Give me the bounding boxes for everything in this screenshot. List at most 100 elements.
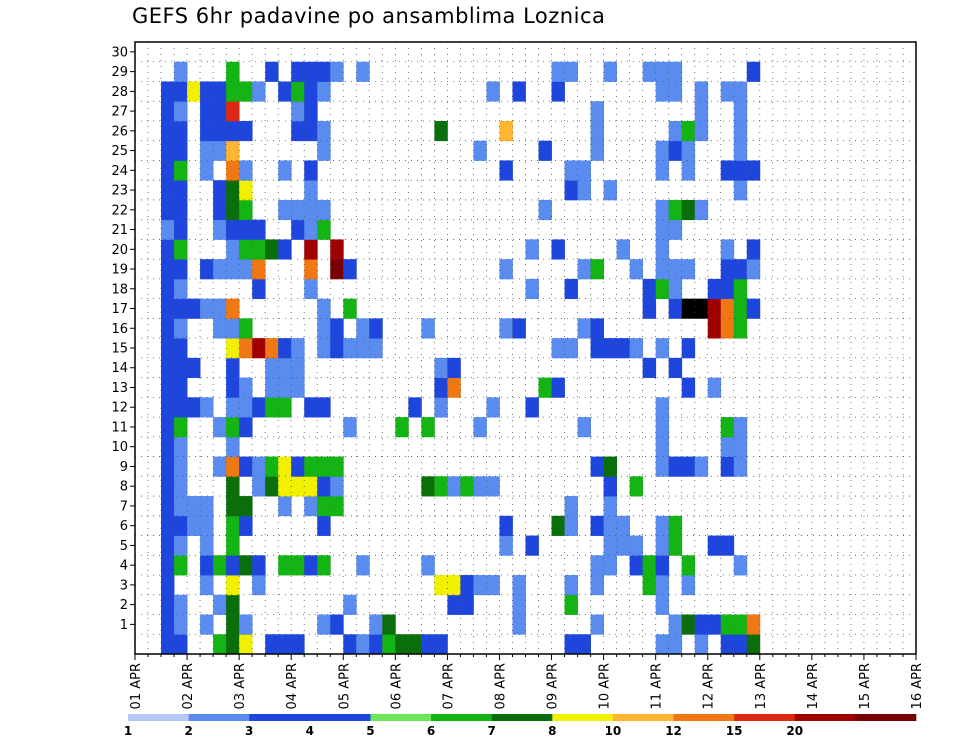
- heatmap-cell: [434, 120, 448, 142]
- y-tick-label: 19: [111, 263, 128, 278]
- heatmap-cell: [681, 456, 696, 477]
- heatmap-cell: [512, 81, 526, 102]
- heatmap-cell: [668, 61, 683, 82]
- heatmap-cell: [213, 140, 227, 161]
- heatmap-cell: [655, 61, 670, 82]
- heatmap-cell: [278, 634, 292, 655]
- heatmap-cell: [161, 357, 175, 379]
- heatmap-cell: [161, 614, 175, 635]
- heatmap-cell: [746, 614, 761, 635]
- heatmap-cell: [239, 219, 253, 240]
- y-tick-label: 16: [111, 322, 128, 337]
- heatmap-cell: [161, 555, 175, 576]
- heatmap-cell: [174, 397, 188, 418]
- heatmap-cell: [174, 61, 188, 82]
- heatmap-cell: [213, 417, 227, 438]
- y-tick-label: 1: [120, 618, 128, 633]
- heatmap-cell: [174, 199, 188, 221]
- heatmap-cell: [317, 219, 331, 240]
- heatmap-cell: [681, 575, 696, 596]
- heatmap-cell: [434, 357, 448, 379]
- heatmap-cell: [447, 377, 461, 398]
- heatmap-cell: [252, 278, 266, 300]
- legend-swatch: [673, 714, 735, 721]
- heatmap-cell: [226, 555, 240, 576]
- y-tick-label: 30: [111, 45, 128, 60]
- heatmap-cell: [551, 61, 565, 82]
- heatmap-cell: [213, 298, 227, 319]
- heatmap-cell: [668, 298, 683, 319]
- heatmap-cell: [213, 456, 227, 477]
- legend-label: 12: [665, 724, 682, 738]
- heatmap-cell: [174, 338, 188, 359]
- y-tick-label: 2: [120, 598, 128, 613]
- heatmap-cell: [291, 199, 305, 221]
- heatmap-cell: [317, 81, 331, 102]
- heatmap-cell: [304, 555, 318, 576]
- heatmap-cell: [694, 456, 709, 477]
- y-tick-label: 28: [111, 85, 128, 100]
- heatmap-cell: [694, 199, 709, 221]
- heatmap-cell: [317, 120, 331, 142]
- heatmap-cell: [174, 456, 188, 477]
- heatmap-cell: [551, 239, 565, 260]
- heatmap-cell: [200, 298, 214, 319]
- legend-swatch: [734, 714, 796, 721]
- heatmap-cell: [213, 199, 227, 221]
- y-tick-label: 24: [111, 164, 128, 179]
- heatmap-cell: [720, 456, 735, 477]
- heatmap-cell: [278, 239, 292, 260]
- heatmap-cell: [200, 397, 214, 418]
- heatmap-cell: [343, 338, 357, 359]
- heatmap-cell: [538, 140, 552, 161]
- heatmap-cell: [590, 555, 604, 576]
- heatmap-cell: [642, 357, 657, 379]
- heatmap-cell: [174, 239, 188, 260]
- heatmap-cell: [681, 259, 696, 280]
- heatmap-cell: [746, 259, 761, 280]
- heatmap-cell: [330, 61, 344, 82]
- heatmap-cell: [278, 338, 292, 359]
- heatmap-cell: [720, 298, 735, 319]
- heatmap-cell: [226, 397, 240, 418]
- heatmap-cell: [603, 496, 618, 517]
- heatmap-cell: [421, 634, 435, 655]
- legend-swatch: [794, 714, 856, 721]
- heatmap-cell: [590, 259, 604, 280]
- heatmap-cell: [161, 535, 175, 556]
- heatmap-cell: [603, 476, 618, 497]
- heatmap-cell: [551, 515, 565, 536]
- heatmap-cell: [343, 594, 357, 615]
- y-tick-label: 29: [111, 65, 128, 80]
- heatmap-cell: [499, 259, 513, 280]
- heatmap-cell: [304, 81, 318, 102]
- heatmap-cell: [577, 259, 591, 280]
- heatmap-cell: [226, 614, 240, 635]
- heatmap-cell: [447, 575, 461, 596]
- heatmap-cell: [603, 555, 618, 576]
- heatmap-cell: [655, 456, 670, 477]
- heatmap-cell: [226, 417, 240, 438]
- heatmap-cell: [499, 535, 513, 556]
- heatmap-cell: [668, 120, 683, 142]
- heatmap-cell: [226, 120, 240, 142]
- heatmap-cell: [265, 377, 279, 398]
- heatmap-cell: [733, 180, 748, 201]
- heatmap-cell: [239, 81, 253, 102]
- heatmap-cell: [161, 101, 175, 122]
- heatmap-cell: [343, 259, 357, 280]
- y-tick-label: 27: [111, 105, 128, 120]
- heatmap-cell: [720, 417, 735, 438]
- heatmap-cell: [629, 338, 644, 359]
- heatmap-cell: [174, 357, 188, 379]
- heatmap-cell: [200, 120, 214, 142]
- heatmap-cell: [564, 180, 578, 201]
- heatmap-cell: [707, 278, 722, 300]
- heatmap-cell: [161, 456, 175, 477]
- heatmap-cell: [200, 160, 214, 181]
- heatmap-cell: [317, 140, 331, 161]
- heatmap-cell: [616, 338, 631, 359]
- heatmap-cell: [161, 160, 175, 181]
- heatmap-cell: [330, 318, 344, 339]
- chart-title: GEFS 6hr padavine po ansamblima Loznica: [132, 4, 606, 28]
